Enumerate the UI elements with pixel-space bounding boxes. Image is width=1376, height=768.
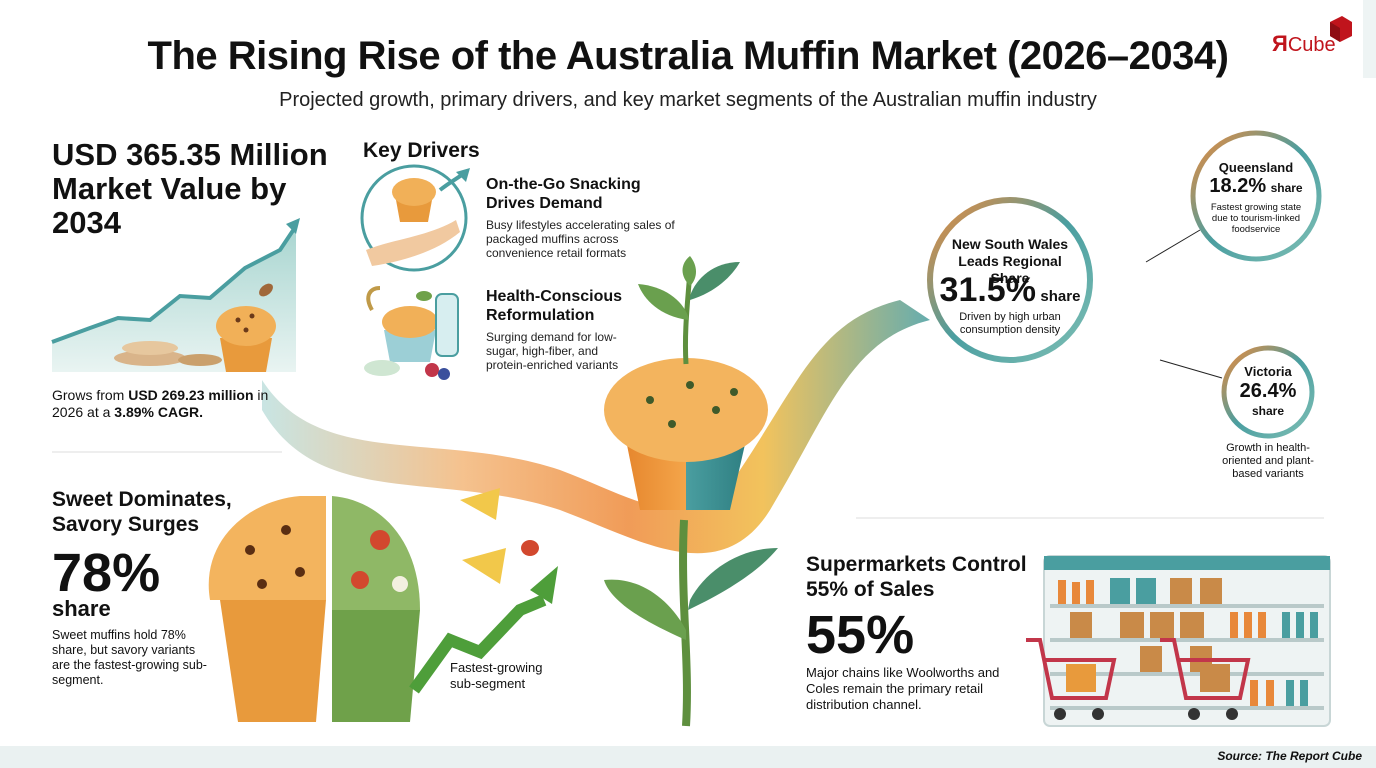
sweet-share-unit: share xyxy=(52,596,111,621)
driver-card: On-the-Go Snacking Drives Demand Busy li… xyxy=(486,175,686,260)
qld-ring xyxy=(1145,130,1322,263)
supermarkets-note: Major chains like Woolworths and Coles r… xyxy=(806,665,1000,712)
page-title: The Rising Rise of the Australia Muffin … xyxy=(147,34,1229,78)
driver-title: Health-Conscious Reformulation xyxy=(486,288,623,324)
vic-note: Growth in health-oriented and plant-base… xyxy=(1222,442,1314,480)
qld-note: Fastest growing state due to tourism-lin… xyxy=(1210,202,1302,235)
qld-region-name: Queensland xyxy=(1218,160,1294,175)
driver-card: Health-Conscious Reformulation Surging d… xyxy=(486,287,656,372)
market-value-headline: USD 365.35 Million Market Value by 2034 xyxy=(52,137,328,240)
supermarkets-share-value: 55% xyxy=(806,605,915,665)
driver-text: Surging demand for low-sugar, high-fiber… xyxy=(486,330,619,372)
snacking-icon xyxy=(360,164,470,272)
growth-chart-illustration xyxy=(51,218,300,372)
nsw-share: 31.5% share xyxy=(939,271,1081,309)
center-muffin-illustration xyxy=(604,256,778,727)
nsw-note: Driven by high urban consumption density xyxy=(959,311,1061,336)
vic-region-name: Victoria xyxy=(1244,364,1292,379)
sweet-savory-muffin-illustration xyxy=(208,488,558,722)
flow-ribbon xyxy=(262,300,930,554)
sweet-share-value: 78% xyxy=(52,543,161,603)
nsw-ring xyxy=(927,197,1093,363)
driver-text: Busy lifestyles accelerating sales of pa… xyxy=(486,218,675,260)
page-subtitle: Projected growth, primary drivers, and k… xyxy=(279,89,1097,111)
key-drivers-title: Key Drivers xyxy=(363,139,480,162)
vic-share-value: 26.4% xyxy=(1239,380,1297,402)
supermarkets-headline: Supermarkets Control 55% of Sales xyxy=(806,553,1027,601)
nsw-region-name: New South Wales Leads Regional Share xyxy=(951,236,1069,286)
footer-bar xyxy=(0,746,1376,768)
logo-cube-icon xyxy=(1330,16,1352,42)
brand-logo: ЯCube xyxy=(1272,31,1336,56)
vic-ring xyxy=(1159,345,1315,439)
sweet-savory-note: Sweet muffins hold 78% share, but savory… xyxy=(52,628,207,687)
driver-title: On-the-Go Snacking Drives Demand xyxy=(486,176,641,212)
fastest-growing-label: Fastest-growing sub-segment xyxy=(450,660,543,691)
market-value-note: Grows from USD 269.23 million in 2026 at… xyxy=(52,387,269,420)
qld-share: 18.2% share xyxy=(1209,175,1303,197)
source-credit: Source: The Report Cube xyxy=(1217,749,1362,763)
vic-share-unit: share xyxy=(1251,404,1285,418)
supermarket-shelf-illustration xyxy=(1026,555,1331,727)
sweet-savory-headline: Sweet Dominates, Savory Surges xyxy=(52,488,232,536)
health-icon xyxy=(364,286,459,380)
